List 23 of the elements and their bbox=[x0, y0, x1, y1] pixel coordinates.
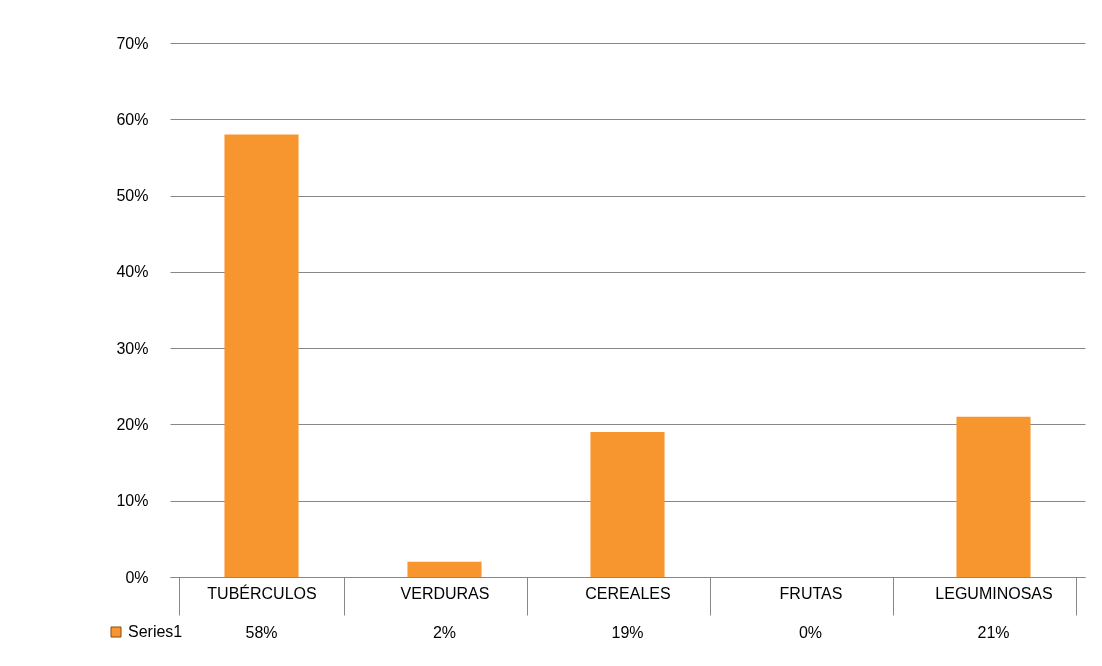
y-tick-label: 70% bbox=[116, 34, 149, 52]
x-tick-label: VERDURAS bbox=[400, 584, 490, 602]
x-tick-label: TUBÉRCULOS bbox=[207, 583, 317, 602]
bar bbox=[224, 134, 299, 577]
data-label: 2% bbox=[432, 624, 457, 641]
y-tick-label: 40% bbox=[116, 263, 149, 281]
bar bbox=[407, 561, 482, 577]
x-tick-label: LEGUMINOSAS bbox=[935, 584, 1053, 602]
y-tick-label: 10% bbox=[116, 492, 149, 510]
y-tick-label: 50% bbox=[116, 187, 149, 205]
x-tick-label: CEREALES bbox=[585, 584, 671, 602]
legend-label: Series1 bbox=[128, 623, 183, 640]
bar bbox=[956, 416, 1031, 577]
bar bbox=[590, 432, 665, 577]
y-tick-label: 60% bbox=[116, 110, 149, 128]
y-tick-label: 0% bbox=[125, 568, 149, 586]
data-label: 19% bbox=[611, 624, 644, 641]
data-label: 21% bbox=[977, 624, 1010, 641]
y-tick-label: 20% bbox=[116, 415, 149, 433]
data-label: 58% bbox=[245, 624, 278, 641]
x-tick-label: FRUTAS bbox=[779, 584, 843, 602]
data-label: 0% bbox=[798, 624, 823, 641]
y-tick-label: 30% bbox=[116, 339, 149, 357]
